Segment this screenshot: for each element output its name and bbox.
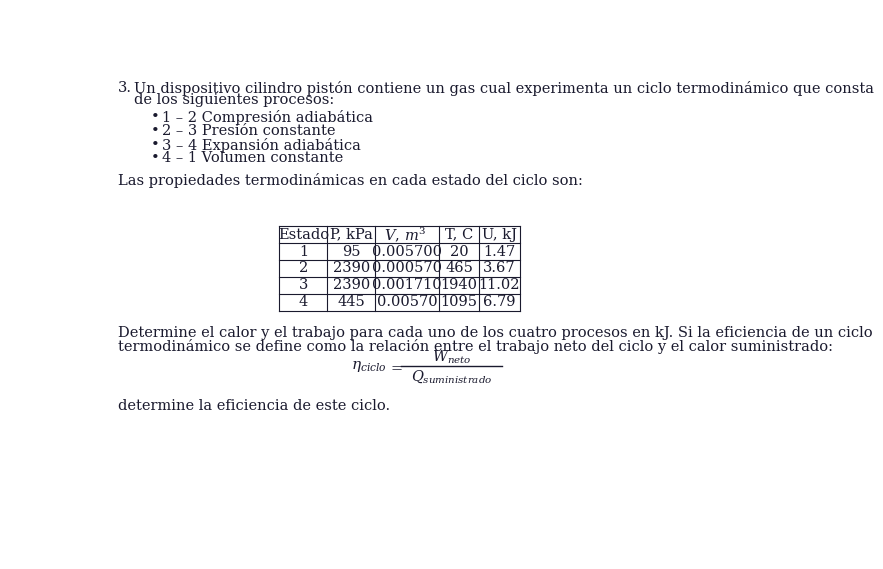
Text: 20: 20 — [449, 245, 469, 258]
Text: 11.02: 11.02 — [479, 278, 520, 292]
Text: •: • — [151, 138, 160, 151]
Text: 95: 95 — [342, 245, 360, 258]
Text: $V,\,m^3$: $V,\,m^3$ — [383, 225, 426, 244]
Text: 0.000570: 0.000570 — [373, 262, 442, 275]
Text: determine la eficiencia de este ciclo.: determine la eficiencia de este ciclo. — [118, 399, 390, 413]
Text: 4: 4 — [298, 295, 308, 310]
Text: 2390: 2390 — [333, 262, 370, 275]
Text: •: • — [151, 110, 160, 124]
Text: 1 – 2 Compresión adiabática: 1 – 2 Compresión adiabática — [162, 110, 373, 125]
Text: 3 – 4 Expansión adiabática: 3 – 4 Expansión adiabática — [162, 138, 360, 152]
Text: Un dispositivo cilindro pistón contiene un gas cual experimenta un ciclo termodi: Un dispositivo cilindro pistón contiene … — [133, 81, 873, 96]
Text: 1940: 1940 — [441, 278, 478, 292]
Text: 3.: 3. — [118, 81, 132, 94]
Text: 4 – 1 Volumen constante: 4 – 1 Volumen constante — [162, 151, 343, 166]
Text: 6.79: 6.79 — [483, 295, 516, 310]
Text: 3.67: 3.67 — [483, 262, 516, 275]
Text: 1.47: 1.47 — [483, 245, 516, 258]
Text: U, kJ: U, kJ — [482, 228, 517, 242]
Text: 465: 465 — [445, 262, 473, 275]
Text: $W_{neto}$: $W_{neto}$ — [432, 349, 472, 366]
Text: 2390: 2390 — [333, 278, 370, 292]
Text: •: • — [151, 151, 160, 166]
Text: 1095: 1095 — [441, 295, 478, 310]
Text: 1: 1 — [298, 245, 308, 258]
Text: T, C: T, C — [445, 228, 473, 242]
Text: $\eta_{ciclo}$: $\eta_{ciclo}$ — [351, 359, 387, 374]
Text: 445: 445 — [337, 295, 366, 310]
Text: Determine el calor y el trabajo para cada uno de los cuatro procesos en kJ. Si l: Determine el calor y el trabajo para cad… — [118, 326, 872, 340]
Text: Estado: Estado — [278, 228, 328, 242]
Text: $=$: $=$ — [388, 359, 404, 374]
Text: de los siguientes procesos:: de los siguientes procesos: — [133, 93, 334, 107]
Text: termodinámico se define como la relación entre el trabajo neto del ciclo y el ca: termodinámico se define como la relación… — [118, 339, 834, 353]
Text: 3: 3 — [298, 278, 308, 292]
Text: 2: 2 — [298, 262, 308, 275]
Text: 2 – 3 Presión constante: 2 – 3 Presión constante — [162, 123, 335, 138]
Text: 0.001710: 0.001710 — [373, 278, 442, 292]
Text: 0.00570: 0.00570 — [377, 295, 437, 310]
Text: 0.005700: 0.005700 — [373, 245, 442, 258]
Text: •: • — [151, 123, 160, 138]
Text: $Q_{suministrado}$: $Q_{suministrado}$ — [411, 369, 492, 385]
Text: Las propiedades termodinámicas en cada estado del ciclo son:: Las propiedades termodinámicas en cada e… — [118, 173, 583, 188]
Text: P, kPa: P, kPa — [330, 228, 373, 242]
